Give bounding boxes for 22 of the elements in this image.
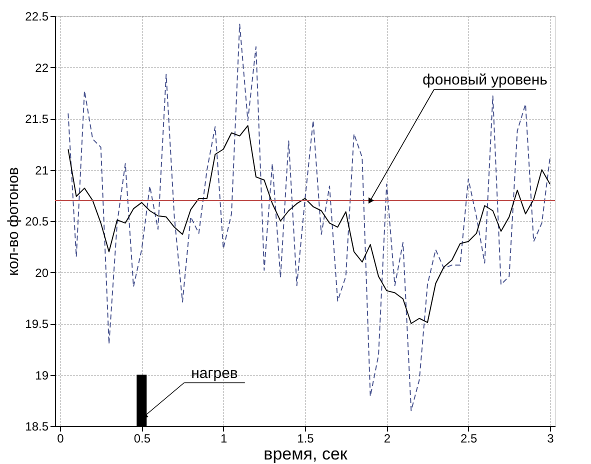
x-tick-label: 2 bbox=[384, 432, 391, 446]
line-series bbox=[68, 125, 550, 324]
y-tick-label: 21 bbox=[35, 163, 49, 178]
y-tick-label: 20.5 bbox=[25, 214, 49, 228]
x-tick-label: 2.5 bbox=[460, 432, 478, 446]
y-tick-label: 19.5 bbox=[25, 317, 49, 331]
line-series bbox=[68, 24, 550, 412]
x-tick-label: 0 bbox=[57, 432, 64, 446]
x-axis-title: время, сек bbox=[264, 444, 348, 464]
y-tick-label: 22 bbox=[35, 60, 49, 75]
y-tick-label: 18.5 bbox=[25, 420, 49, 434]
y-tick-label: 21.5 bbox=[25, 112, 49, 126]
y-tick-label: 20 bbox=[35, 266, 49, 280]
x-tick-label: 1.5 bbox=[297, 432, 314, 446]
y-axis-title: кол-во фотонов bbox=[5, 167, 22, 276]
x-tick-label: 0.5 bbox=[134, 432, 151, 446]
y-tick-label: 22.5 bbox=[25, 10, 49, 24]
annotation: нагрев bbox=[191, 364, 238, 382]
x-tick-label: 1 bbox=[220, 432, 228, 446]
x-tick-label: 3 bbox=[547, 432, 554, 446]
annotation: фоновый уровень bbox=[422, 72, 548, 88]
y-tick-label: 19 bbox=[35, 368, 49, 382]
